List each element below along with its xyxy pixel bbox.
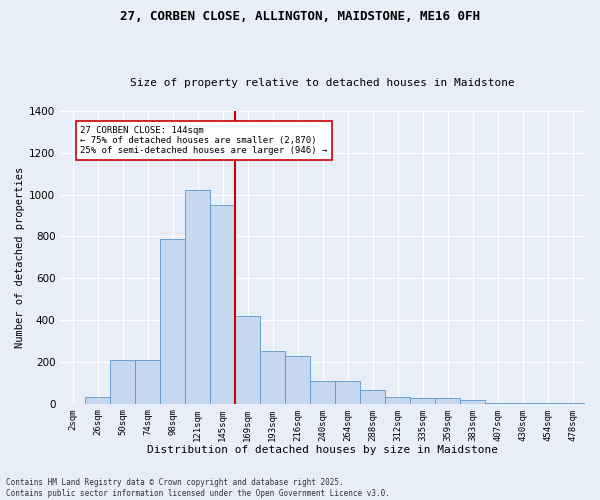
Bar: [410, 398, 435, 404]
Bar: [560, 402, 585, 404]
Bar: [285, 356, 310, 404]
Bar: [360, 390, 385, 404]
Y-axis label: Number of detached properties: Number of detached properties: [15, 166, 25, 348]
Bar: [110, 360, 135, 404]
Bar: [385, 398, 410, 404]
Bar: [160, 238, 185, 404]
Bar: [135, 360, 160, 404]
Title: Size of property relative to detached houses in Maidstone: Size of property relative to detached ho…: [130, 78, 515, 88]
Bar: [210, 205, 235, 404]
Bar: [435, 398, 460, 404]
Bar: [460, 400, 485, 404]
Bar: [260, 352, 285, 404]
Bar: [510, 402, 535, 404]
Bar: [235, 316, 260, 404]
X-axis label: Distribution of detached houses by size in Maidstone: Distribution of detached houses by size …: [147, 445, 498, 455]
Text: 27, CORBEN CLOSE, ALLINGTON, MAIDSTONE, ME16 0FH: 27, CORBEN CLOSE, ALLINGTON, MAIDSTONE, …: [120, 10, 480, 23]
Bar: [335, 380, 360, 404]
Bar: [310, 380, 335, 404]
Bar: [535, 402, 560, 404]
Bar: [85, 398, 110, 404]
Text: 27 CORBEN CLOSE: 144sqm
← 75% of detached houses are smaller (2,870)
25% of semi: 27 CORBEN CLOSE: 144sqm ← 75% of detache…: [80, 126, 328, 156]
Bar: [485, 402, 510, 404]
Bar: [185, 190, 210, 404]
Text: Contains HM Land Registry data © Crown copyright and database right 2025.
Contai: Contains HM Land Registry data © Crown c…: [6, 478, 390, 498]
